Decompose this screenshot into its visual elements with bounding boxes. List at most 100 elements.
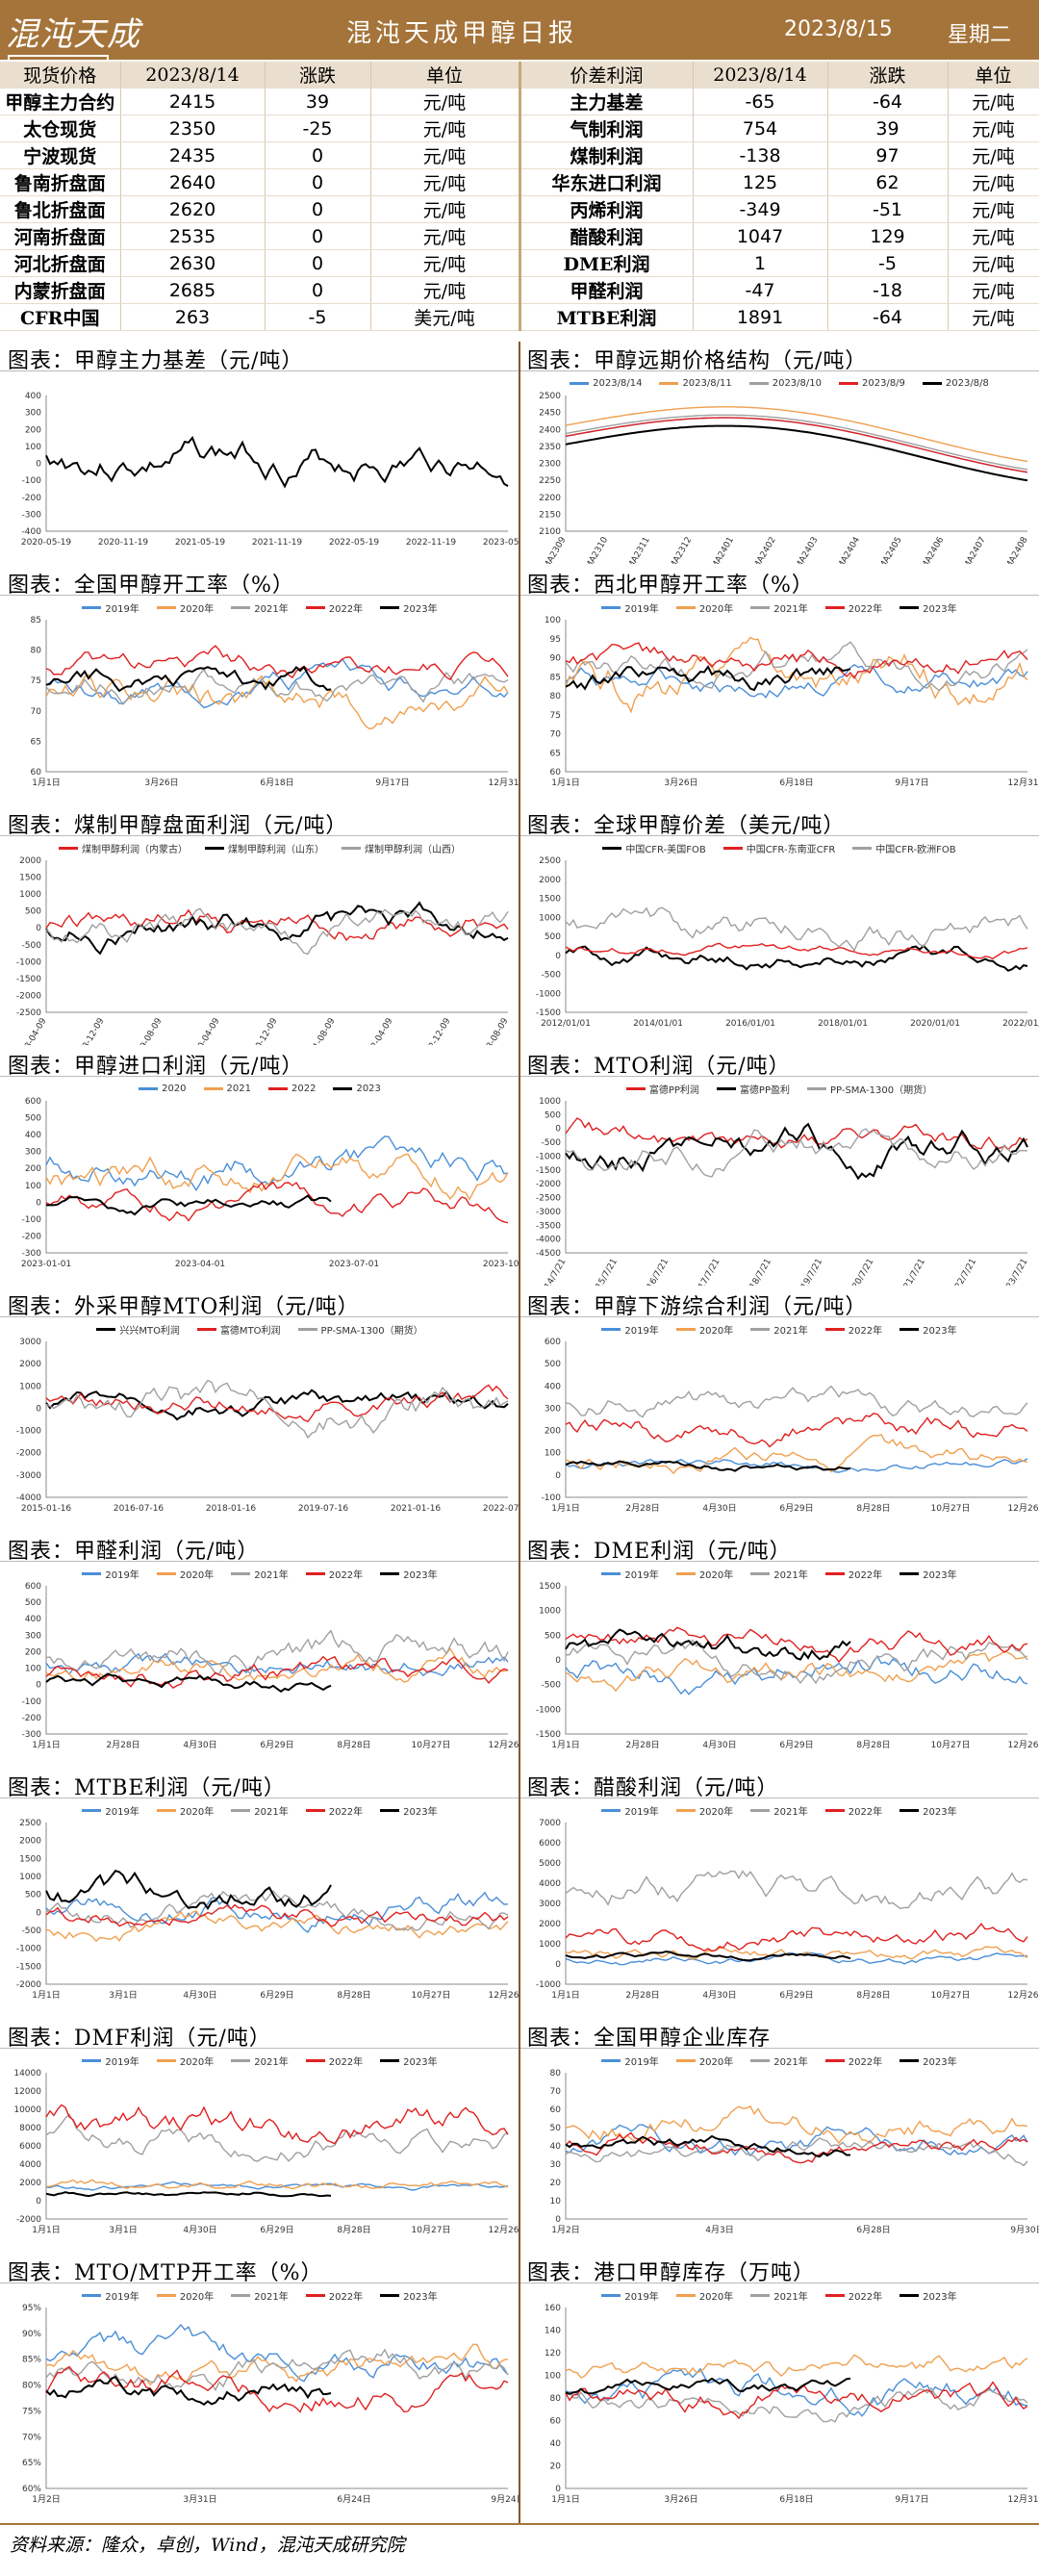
table-cell: -5 (827, 249, 949, 278)
legend-swatch (380, 1571, 400, 1575)
table-cell: 元/吨 (948, 141, 1039, 170)
title-rule (520, 835, 1039, 836)
series-line (45, 1870, 332, 1911)
legend-item: 2019年 (82, 2053, 139, 2068)
y-tick-label: 1500 (19, 874, 41, 883)
chart-plot: 2000 1500 1000 500 0 -500 -1000 -1500 -2000 -2500… (15, 856, 511, 1045)
series-line (45, 645, 509, 681)
y-tick-label: 10000 (13, 2105, 41, 2115)
legend-label: 2023年 (923, 1325, 957, 1337)
series-line (565, 663, 1028, 699)
legend-label: 2022年 (848, 603, 883, 615)
chart-title: 图表：甲醇下游综合利润（元/吨） (527, 1295, 868, 1319)
x-tick-label: 4月30日 (702, 1740, 736, 1750)
y-tick-label: 40 (550, 2439, 562, 2449)
y-tick-label: 75 (31, 676, 41, 686)
legend-swatch (601, 2293, 621, 2297)
y-tick-label: 100 (25, 1665, 41, 1674)
y-tick-label: 100 (25, 443, 41, 452)
chart-title: 图表：MTBE利润（元/吨） (8, 1776, 286, 1800)
x-tick-label: 2014/01/01 (633, 1019, 683, 1029)
legend-item: 2023年 (380, 2288, 438, 2303)
y-tick-label: -2000 (16, 2215, 41, 2225)
x-tick-label: 4月30日 (183, 1990, 216, 2001)
x-tick-label: 2021-01-16 (391, 1504, 442, 1514)
legend-label: 2023/8/10 (772, 377, 822, 389)
legend-swatch (922, 381, 942, 385)
y-tick-label: 0 (555, 1471, 561, 1481)
legend-swatch (750, 1808, 771, 1812)
legend-label: 2022年 (848, 1806, 883, 1818)
table-cell: 元/吨 (370, 115, 521, 143)
x-tick-label: 2021/7/21 (897, 1258, 927, 1287)
y-tick-label: 0 (36, 2197, 41, 2206)
series-line (565, 664, 851, 692)
chart-legend: 2019年 2020年 2021年 2022年 2023年 (520, 1803, 1039, 1818)
title-rule (0, 2048, 520, 2049)
y-tick-label: -1500 (16, 1962, 41, 1972)
table-cell: 元/吨 (948, 303, 1039, 332)
y-tick-label: 400 (25, 1131, 41, 1140)
series-line (565, 417, 1028, 473)
x-tick-label: 6月29日 (260, 1990, 293, 2001)
legend-item: 2021年 (750, 1322, 808, 1337)
table-row: 鲁南折盘面 2640 0 元/吨 华东进口利润 125 62 元/吨 (0, 168, 1039, 197)
table-header-row: 现货价格 2023/8/14 涨跌 单位 价差利润 2023/8/14 涨跌 单位 (0, 62, 1039, 89)
chart-panel: 图表：醋酸利润（元/吨） 2019年 2020年 2021年 2022年 2023年 700… (520, 1769, 1039, 2019)
chart-axes (45, 2308, 508, 2489)
legend-item: 2023年 (380, 1567, 438, 1581)
legend-label: 富德PP盈利 (739, 1084, 790, 1096)
table-cell: -47 (693, 276, 828, 305)
legend-item: 2022年 (824, 1567, 882, 1581)
table-cell: 华东进口利润 (520, 168, 694, 197)
y-tick-label: 2350 (539, 443, 561, 452)
series-line (45, 1194, 332, 1216)
legend-label: 2022年 (848, 1325, 883, 1337)
x-tick-label: 2023/7/21 (1000, 1258, 1030, 1287)
x-tick-label: MA2312 (668, 536, 694, 565)
y-tick-label: 70% (22, 2433, 41, 2442)
chart-panel: 图表：外采甲醇MTO利润（元/吨） 兴兴MTO利润 富德MTO利润 PP-SMA-13… (0, 1288, 520, 1532)
y-tick-label: 8000 (19, 2124, 41, 2133)
x-tick-label: 10月27日 (931, 1740, 971, 1750)
legend-swatch (659, 381, 679, 385)
x-tick-label: 2018/7/21 (743, 1258, 773, 1287)
series-line (565, 1639, 1028, 1685)
table-row: 河北折盘面 2630 0 元/吨 DME利润 1 -5 元/吨 (0, 249, 1039, 278)
x-tick-label: 9月17日 (895, 2494, 928, 2505)
y-tick-label: -1000 (536, 989, 561, 999)
legend-label: 2020 (162, 1083, 187, 1094)
legend-item: PP-SMA-1300（期货） (297, 1322, 423, 1337)
column-header: 单位 (370, 62, 521, 89)
y-tick-label: 2400 (539, 425, 561, 435)
chart-plot: 3000 2000 1000 0 -1000 -2000 -3000 -40002015-01… (16, 1338, 520, 1514)
legend-swatch (675, 605, 696, 609)
legend-label: 2020年 (179, 1569, 215, 1581)
y-tick-label: -1000 (536, 1705, 561, 1715)
y-tick-label: 2500 (19, 1819, 41, 1828)
x-tick-label: 6月24日 (337, 2494, 370, 2505)
x-tick-label: 2022/01/01 (1002, 1019, 1039, 1029)
chart-legend: 2019年 2020年 2021年 2022年 2023年 (0, 600, 520, 615)
x-tick-label: 1月1日 (551, 1990, 579, 2001)
table-cell: 元/吨 (370, 141, 521, 170)
x-tick-label: 1月1日 (32, 1740, 60, 1750)
legend-label: 2023年 (923, 1569, 957, 1581)
y-tick-label: 300 (25, 409, 41, 419)
y-tick-label: 600 (25, 1097, 41, 1107)
legend-item: 2022年 (305, 1567, 363, 1581)
legend-item: 2020年 (156, 1803, 214, 1818)
series-line (565, 2134, 850, 2158)
legend-item: 2021年 (750, 2053, 808, 2068)
legend-swatch (900, 1571, 920, 1575)
x-tick-label: 2018-04-09 (15, 1016, 49, 1045)
y-tick-label: -500 (22, 941, 42, 951)
chart-axes (45, 2073, 508, 2220)
brand-logo: 混沌天成研究院 (6, 8, 222, 101)
x-tick-label: 3月31日 (183, 2494, 216, 2505)
x-tick-label: 4月30日 (183, 2225, 216, 2235)
table-cell: CFR中国 (0, 303, 121, 332)
x-tick-label: MA2406 (920, 535, 946, 564)
y-tick-label: 2000 (19, 2179, 41, 2188)
